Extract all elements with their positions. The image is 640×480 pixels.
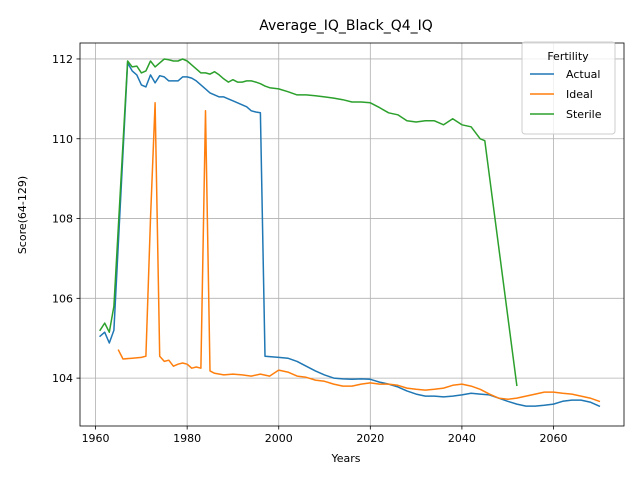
y-axis-label: Score(64-129) — [16, 176, 29, 254]
legend-box — [521, 41, 616, 135]
x-tick-label: 1960 — [82, 432, 110, 445]
legend-label-sterile: Sterile — [566, 108, 602, 121]
series-line-sterile — [99, 58, 518, 387]
legend-label-actual: Actual — [566, 68, 600, 81]
legend-title: Fertility — [547, 50, 589, 63]
x-tick-label: 2060 — [539, 432, 567, 445]
legend-items: Actual Ideal Sterile — [530, 68, 602, 121]
x-tick-label: 1980 — [173, 432, 201, 445]
x-axis-label: Years — [330, 452, 360, 465]
y-tick-label: 106 — [52, 292, 73, 305]
y-tick-label: 104 — [52, 372, 73, 385]
x-tick-label: 2020 — [356, 432, 384, 445]
chart-title: Average_IQ_Black_Q4_IQ — [259, 18, 433, 34]
plot-area — [99, 58, 601, 408]
axis-ticks: 1960 1980 2000 2020 2040 2060 104 106 108 110 112 — [52, 53, 567, 445]
y-tick-label: 108 — [52, 213, 73, 226]
x-tick-label: 2040 — [448, 432, 476, 445]
legend-label-ideal: Ideal — [566, 88, 593, 101]
legend: Fertility Actual Ideal Sterile — [521, 41, 616, 135]
series-line-ideal — [117, 102, 601, 403]
y-tick-label: 112 — [52, 53, 73, 66]
x-tick-label: 2000 — [265, 432, 293, 445]
y-tick-label: 110 — [52, 133, 73, 146]
axes-frame — [79, 42, 625, 427]
